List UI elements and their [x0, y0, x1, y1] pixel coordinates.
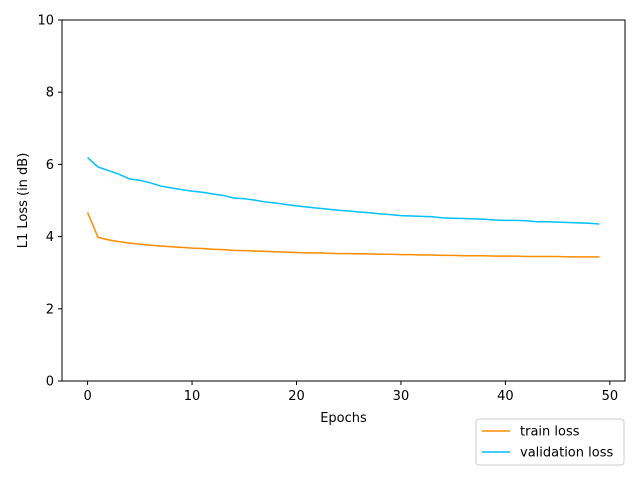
y-tick-label: 0 [46, 375, 54, 390]
legend: train loss validation loss [475, 418, 625, 466]
y-tick-label: 2 [46, 302, 54, 317]
x-tick-label: 10 [184, 389, 201, 404]
x-axis-label: Epochs [320, 411, 367, 426]
legend-box [475, 418, 625, 466]
x-tick-label: 30 [393, 389, 410, 404]
plot-frame [61, 19, 626, 382]
y-tick-label: 6 [46, 158, 54, 173]
series-line-1 [87, 156, 600, 225]
x-tick-label: 50 [602, 389, 619, 404]
y-tick-label: 8 [46, 86, 54, 101]
legend-label-0: train loss [520, 425, 580, 440]
axis-ticks: 0 10 20 30 40 50 0 2 4 6 8 10 [37, 14, 618, 405]
y-tick-label: 4 [46, 230, 54, 245]
series-lines [86, 156, 600, 258]
y-tick-label: 10 [37, 14, 54, 29]
x-tick-label: 20 [288, 389, 305, 404]
x-tick-label: 0 [83, 389, 91, 404]
y-axis-label: L1 Loss (in dB) [16, 153, 31, 249]
legend-label-1: validation loss [520, 446, 613, 461]
series-line-0 [86, 212, 600, 258]
x-tick-label: 40 [497, 389, 514, 404]
